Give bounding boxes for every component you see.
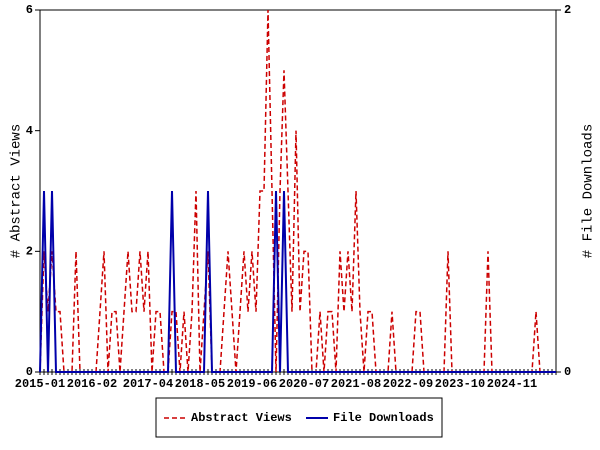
y-tick-label: 0: [26, 365, 33, 379]
y-tick-label: 6: [26, 3, 33, 17]
y2-tick-label: 2: [564, 3, 571, 17]
x-tick-label: 2016-02: [67, 377, 117, 391]
y-tick-label: 4: [26, 124, 33, 138]
x-tick-label: 2017-04: [123, 377, 173, 391]
legend-label: File Downloads: [333, 411, 434, 425]
y-axis-label: # Abstract Views: [9, 124, 25, 258]
legend-box: [155, 397, 443, 438]
x-tick-label: 2021-08: [331, 377, 381, 391]
x-tick-label: 2023-10: [435, 377, 485, 391]
x-tick-label: 2020-07: [279, 377, 329, 391]
legend-label: Abstract Views: [191, 411, 292, 425]
y-tick-label: 2: [26, 245, 33, 259]
y2-tick-label: 0: [564, 365, 571, 379]
y2-axis-label: # File Downloads: [581, 124, 597, 258]
plot-frame: [39, 9, 557, 373]
x-tick-label: 2022-09: [383, 377, 433, 391]
x-tick-label: 2018-05: [175, 377, 225, 391]
series-line: [39, 190, 556, 373]
x-tick-label: 2015-01: [15, 377, 65, 391]
x-tick-label: 2019-06: [227, 377, 277, 391]
x-tick-label: 2024-11: [487, 377, 537, 391]
